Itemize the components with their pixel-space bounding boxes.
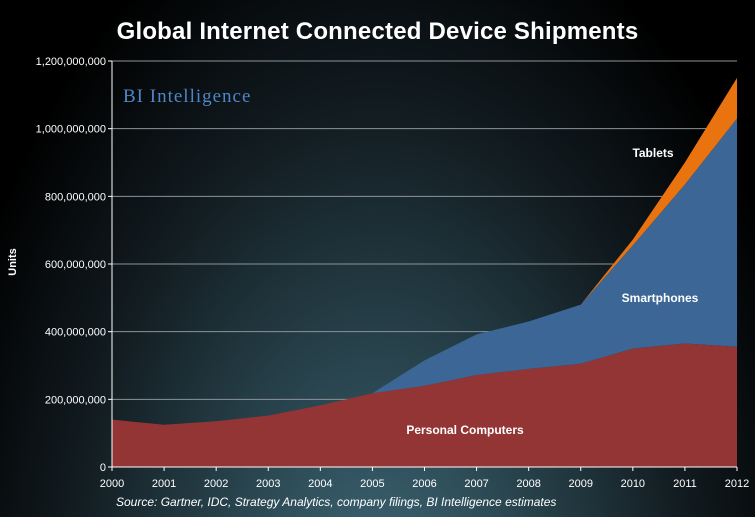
x-tick-label: 2000 <box>100 478 124 490</box>
x-tick-label: 2001 <box>152 478 176 490</box>
x-tick-label: 2006 <box>412 478 436 490</box>
axes <box>108 60 738 471</box>
y-tick-label: 1,200,000,000 <box>36 56 106 68</box>
y-tick-label: 1,000,000,000 <box>36 124 106 136</box>
x-tick-label: 2004 <box>308 478 332 490</box>
y-tick-label: 0 <box>100 462 106 474</box>
series-label-personal-computers: Personal Computers <box>406 423 524 437</box>
stacked-areas <box>112 77 737 467</box>
x-tick-label: 2012 <box>725 478 749 490</box>
source-note: Source: Gartner, IDC, Strategy Analytics… <box>116 495 557 509</box>
y-tick-label: 200,000,000 <box>45 394 106 406</box>
x-tick-label: 2002 <box>204 478 228 490</box>
x-tick-label: 2003 <box>256 478 280 490</box>
chart-title: Global Internet Connected Device Shipmen… <box>116 18 639 45</box>
x-tick-label: 2011 <box>673 478 697 490</box>
series-label-smartphones: Smartphones <box>622 291 699 305</box>
area-smartphones <box>112 118 737 425</box>
y-tick-label: 400,000,000 <box>45 327 106 339</box>
y-tick-label: 800,000,000 <box>45 191 106 203</box>
x-tick-label: 2008 <box>516 478 540 490</box>
series-label-tablets: Tablets <box>632 146 673 160</box>
y-tick-label: 600,000,000 <box>45 259 106 271</box>
x-tick-label: 2005 <box>360 478 384 490</box>
x-tick-label: 2009 <box>569 478 593 490</box>
x-tick-label: 2010 <box>621 478 645 490</box>
y-axis-label: Units <box>7 248 19 276</box>
bi-intelligence-watermark: BI Intelligence <box>123 86 252 107</box>
area-personal-computers <box>112 343 737 467</box>
y-tick-labels: 0 200,000,000 400,000,000 600,000,000 800,00… <box>36 56 106 474</box>
x-tick-label: 2007 <box>464 478 488 490</box>
x-tick-labels: 2000 2001 2002 2003 2004 2005 2006 2007 2008 2009… <box>100 478 749 490</box>
